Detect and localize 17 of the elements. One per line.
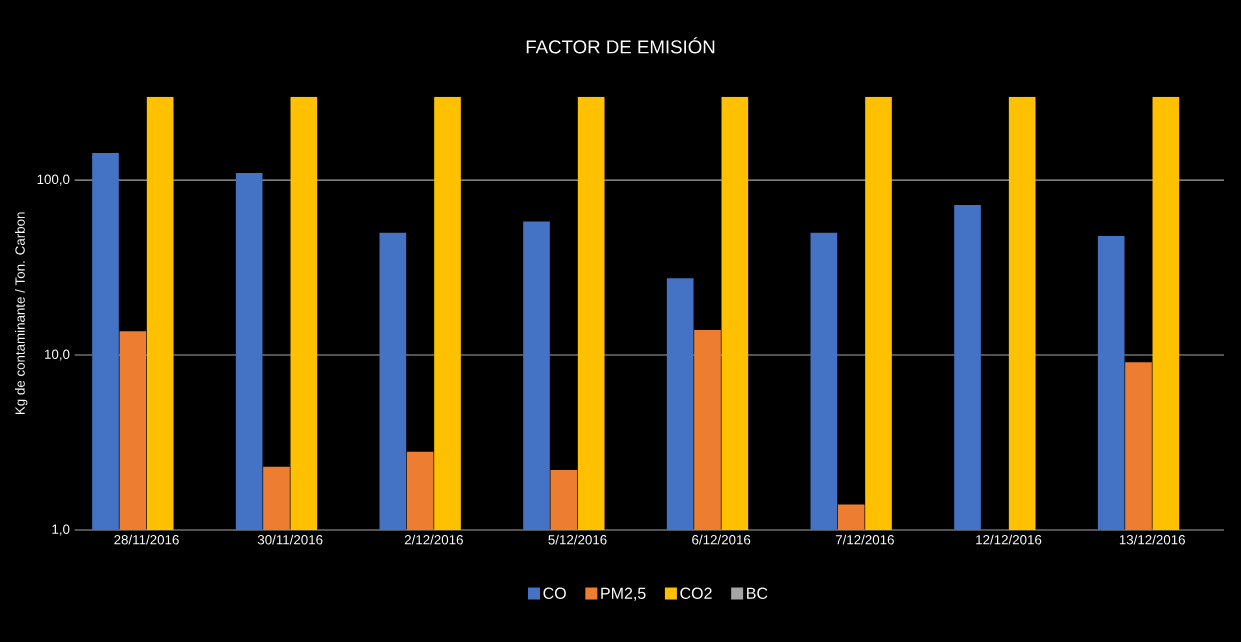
- x-tick-label: 30/11/2016: [257, 534, 323, 545]
- x-tick-label: 2/12/2016: [404, 534, 463, 545]
- x-tick-label: 12/12/2016: [976, 534, 1042, 545]
- x-tick-label: 6/12/2016: [692, 534, 751, 545]
- y-axis-title: Kg de contaminante / Ton. Carbon: [15, 212, 28, 415]
- legend-label: BC: [747, 587, 768, 599]
- y-tick-label: 10,0: [45, 349, 70, 361]
- chart-title: FACTOR DE EMISIÓN: [526, 37, 715, 54]
- x-tick-label: 7/12/2016: [835, 534, 894, 545]
- legend-label: PM2,5: [601, 587, 646, 601]
- y-tick-label: 1,0: [52, 524, 70, 536]
- y-tick-label: 100,0: [37, 174, 70, 186]
- legend-label: CO2: [680, 587, 712, 599]
- x-tick-label: 28/11/2016: [114, 534, 179, 545]
- x-tick-label: 5/12/2016: [548, 534, 607, 545]
- legend-label: CO: [543, 587, 566, 599]
- x-tick-label: 13/12/2016: [1119, 534, 1185, 545]
